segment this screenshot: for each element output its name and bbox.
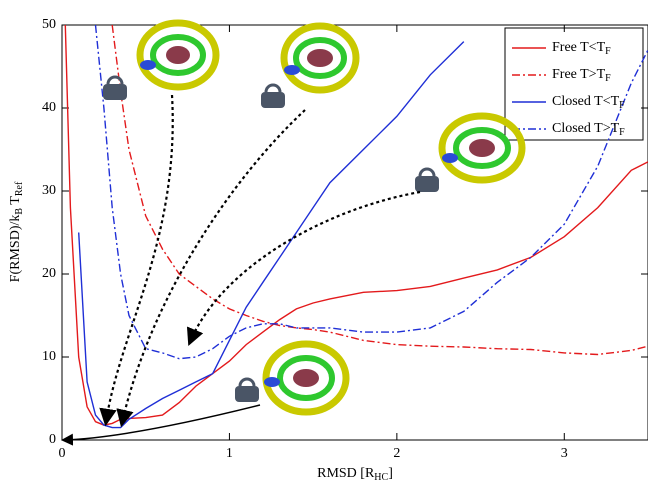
y-axis-label: F(RMSD)/kB TRef: [8, 181, 25, 282]
y-tick-label: 20: [42, 266, 56, 281]
y-tick-label: 40: [42, 100, 56, 115]
x-tick-label: 1: [226, 446, 233, 461]
molecule: [442, 116, 522, 180]
y-tick-label: 10: [42, 349, 56, 364]
x-tick-label: 2: [393, 446, 400, 461]
lock-icons: [103, 77, 439, 402]
chart: RMSD [RHC] F(RMSD)/kB TRef 0 10 20 30 40 50 0 1…: [0, 0, 648, 489]
x-axis-label: RMSD [RHC]: [317, 466, 393, 483]
y-tick-label: 50: [42, 17, 56, 32]
molecule: [284, 26, 356, 90]
y-tick-label: 0: [49, 432, 56, 447]
y-tick-label: 30: [42, 183, 56, 198]
legend-label: Closed T>TF: [552, 121, 625, 138]
molecule: [140, 23, 216, 87]
arrow: [64, 405, 260, 440]
legend-label: Free T<TF: [552, 40, 611, 57]
legend-label: Closed T<TF: [552, 94, 625, 111]
decoration: [64, 23, 522, 440]
x-tick-label: 0: [59, 446, 66, 461]
x-tick-label: 3: [561, 446, 568, 461]
legend-label: Free T>TF: [552, 67, 611, 84]
molecule: [264, 344, 346, 412]
